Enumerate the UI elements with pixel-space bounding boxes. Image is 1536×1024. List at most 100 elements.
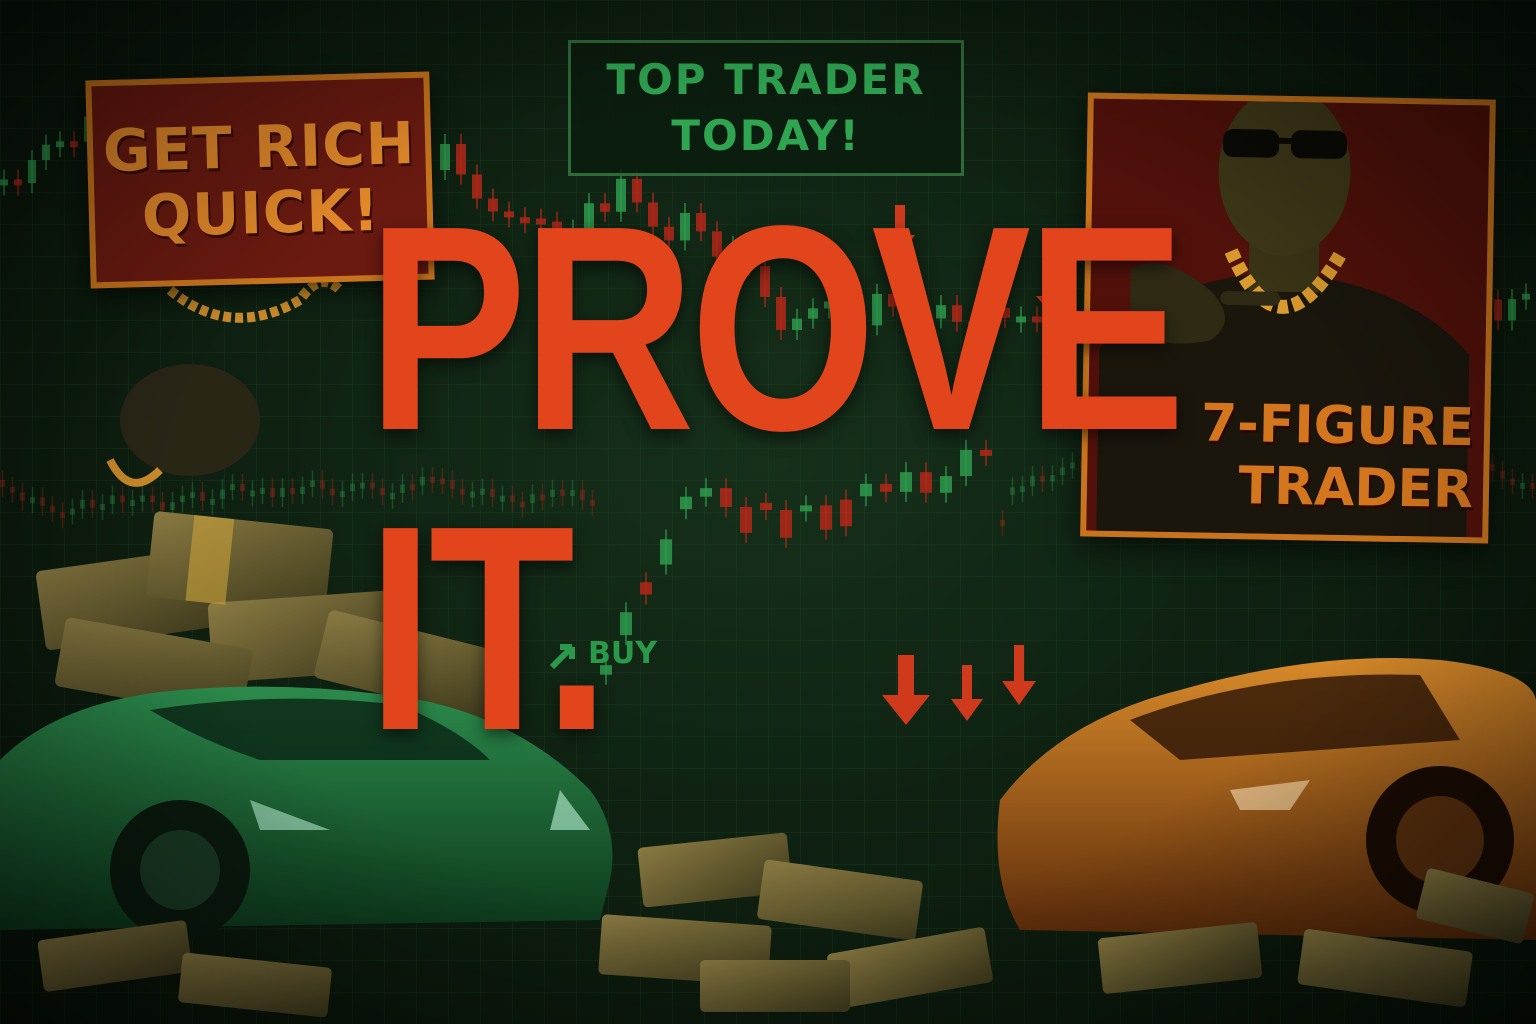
candle-body <box>470 491 475 498</box>
candle-body <box>30 497 35 504</box>
candle-body <box>1494 299 1502 321</box>
candle-body <box>680 212 690 241</box>
cash-pile-center <box>598 832 993 1012</box>
cash-pile-bottom-left <box>37 920 332 1018</box>
candle-body <box>840 301 850 325</box>
candle-body <box>792 318 802 331</box>
candle-body <box>584 203 594 230</box>
candle-body <box>410 484 415 491</box>
candle-body <box>940 476 952 493</box>
candle-body <box>920 318 930 331</box>
candle-body <box>720 488 732 507</box>
candle-body <box>680 496 692 510</box>
candle-body <box>520 217 530 224</box>
top-trader-text: TOP TRADER TODAY! <box>606 55 926 160</box>
candle-body <box>300 486 305 494</box>
candle-body <box>400 484 405 494</box>
candle-body <box>28 160 36 184</box>
candle-body <box>1490 464 1495 471</box>
candle-body <box>490 488 495 498</box>
candle-body <box>728 245 738 257</box>
candle-body <box>530 494 535 504</box>
candle-body <box>568 229 578 236</box>
candle-body <box>340 491 345 498</box>
candle-body <box>664 226 674 241</box>
candle-body <box>0 179 8 186</box>
candle-body <box>140 495 145 502</box>
candle-body <box>70 141 78 148</box>
candle-body <box>920 472 932 493</box>
candle-body <box>190 492 195 499</box>
candle-body <box>1500 470 1505 479</box>
candle-body <box>440 143 450 170</box>
candle-body <box>80 499 85 509</box>
candle-body <box>150 495 155 503</box>
candle-body <box>1530 482 1535 489</box>
candle-body <box>456 143 466 175</box>
down-arrow-icon <box>882 205 1064 725</box>
candle-body <box>310 480 315 487</box>
candle-body <box>1016 316 1026 323</box>
hand-with-chain-left <box>106 277 344 487</box>
candle-body <box>1050 475 1055 482</box>
candle-body <box>350 483 355 492</box>
candle-body <box>1032 316 1042 323</box>
candle-body <box>580 490 585 501</box>
candle-body <box>1510 478 1515 485</box>
candle-body <box>1522 293 1530 300</box>
candle-body <box>712 231 722 257</box>
headline-prove-it: PROVE IT. <box>367 165 1186 791</box>
candle-body <box>1060 467 1065 476</box>
candle-body <box>570 490 575 497</box>
cash-pile-right <box>1098 868 1534 1007</box>
candle-body <box>760 502 772 510</box>
buy-signal: BUY <box>548 636 657 671</box>
candle-body <box>42 144 50 161</box>
up-arrow-icon <box>549 643 575 669</box>
candle-body <box>260 487 265 494</box>
candle-body <box>740 506 752 533</box>
candle-body <box>1020 486 1025 493</box>
candle-body <box>290 488 295 495</box>
candle-body <box>180 495 185 503</box>
candle-body <box>430 476 435 483</box>
candle-body <box>200 492 205 502</box>
candle-body <box>520 501 525 508</box>
candle-body <box>90 499 95 508</box>
candle-body <box>390 493 395 500</box>
candle-body <box>220 489 225 499</box>
candle-body <box>1040 475 1045 482</box>
candle-body <box>648 202 658 227</box>
candle-body <box>100 503 105 510</box>
candle-body <box>952 305 962 322</box>
candle-body <box>130 500 135 507</box>
candle-body <box>936 305 946 319</box>
candle-body <box>560 489 565 496</box>
candle-body <box>824 301 834 309</box>
candle-body <box>270 487 275 497</box>
top-trader-sign: TOP TRADER TODAY! <box>568 40 964 176</box>
candle-body <box>504 211 514 218</box>
candle-body <box>70 508 75 515</box>
candle-body <box>510 495 515 502</box>
candle-body <box>880 483 892 492</box>
candle-body <box>696 212 706 232</box>
candle-body <box>820 505 832 530</box>
candle-body <box>1070 462 1075 469</box>
candle-body <box>250 490 255 497</box>
candle-body <box>1000 307 1010 318</box>
candle-body <box>440 478 445 485</box>
candle-body <box>10 486 15 493</box>
candle-body <box>488 198 498 212</box>
candle-body <box>60 512 65 519</box>
candle-body <box>590 500 595 507</box>
candle-body <box>320 480 325 489</box>
candle-body <box>472 174 482 199</box>
candle-body <box>1064 329 1074 353</box>
candle-body <box>960 449 972 477</box>
candle-body <box>616 178 626 212</box>
candle-body <box>968 321 978 334</box>
candle-body <box>40 497 45 506</box>
candle-body <box>980 449 992 456</box>
